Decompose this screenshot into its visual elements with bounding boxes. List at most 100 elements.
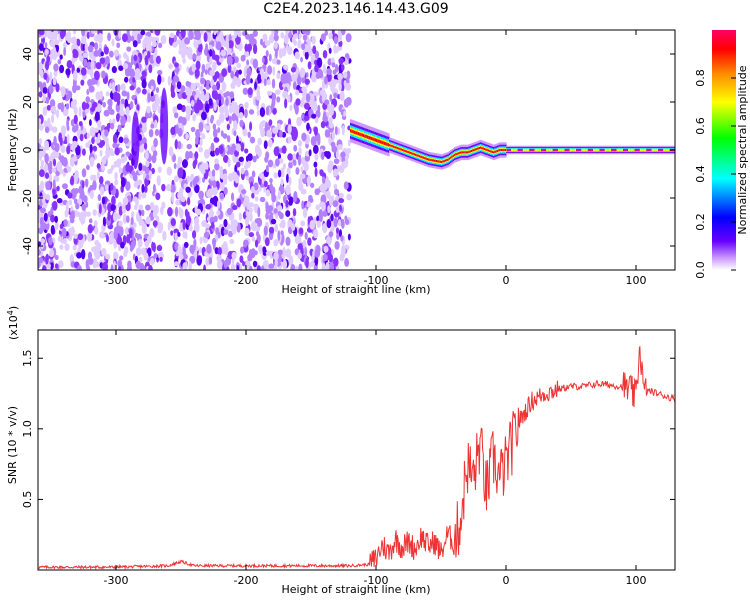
heatmap-cell xyxy=(291,72,296,82)
heatmap-cell xyxy=(84,42,88,53)
heatmap-cell xyxy=(173,228,180,234)
heatmap-cell xyxy=(222,173,228,183)
heatmap-cell xyxy=(343,71,348,79)
heatmap-cell xyxy=(267,205,274,212)
heatmap-cell xyxy=(333,158,340,165)
heatmap-cell xyxy=(301,30,307,34)
heatmap-cell xyxy=(537,149,540,151)
heatmap-cell xyxy=(499,148,502,152)
heatmap-cell xyxy=(78,120,83,127)
heatmap-cell xyxy=(252,43,258,55)
heatmap-cell xyxy=(606,149,608,151)
heatmap-cell xyxy=(301,95,306,102)
heatmap-cell xyxy=(110,122,115,130)
heatmap-cell xyxy=(209,69,216,77)
heatmap-cell xyxy=(259,107,266,117)
heatmap-cell xyxy=(331,131,335,140)
heatmap-cell xyxy=(318,70,323,77)
heatmap-cell xyxy=(145,216,151,225)
heatmap-cell xyxy=(94,127,99,133)
heatmap-cell xyxy=(332,200,339,208)
heatmap-cell xyxy=(218,145,223,151)
heatmap-cell xyxy=(188,261,192,270)
heatmap-cell xyxy=(297,252,303,260)
heatmap-cell xyxy=(288,161,293,169)
heatmap-cell xyxy=(105,148,111,156)
heatmap-cell xyxy=(246,201,251,211)
heatmap-cell xyxy=(280,167,285,178)
heatmap-cell xyxy=(345,96,352,106)
heatmap-cell xyxy=(75,144,81,156)
heatmap-cell xyxy=(329,94,333,102)
heatmap-cell xyxy=(60,125,67,135)
heatmap-cell xyxy=(225,91,231,97)
heatmap-cell xyxy=(85,142,91,148)
heatmap-cell xyxy=(46,263,51,269)
heatmap-cell xyxy=(228,104,233,114)
heatmap-cell xyxy=(256,265,261,270)
heatmap-cell xyxy=(311,254,315,263)
heatmap-cell xyxy=(230,70,235,79)
heatmap-cell xyxy=(320,201,326,212)
heatmap-cell xyxy=(154,129,160,136)
spectrogram-cells xyxy=(38,30,675,270)
heatmap-cell xyxy=(144,167,150,175)
heatmap-cell xyxy=(132,77,136,83)
heatmap-cell xyxy=(57,235,62,242)
heatmap-cell xyxy=(122,197,129,206)
heatmap-cell xyxy=(334,188,340,196)
heatmap-cell xyxy=(321,176,326,184)
heatmap-cell xyxy=(285,248,292,258)
heatmap-cell xyxy=(408,151,411,154)
heatmap-cell xyxy=(263,78,267,87)
heatmap-cell xyxy=(287,153,294,161)
heatmap-cell xyxy=(477,147,480,150)
heatmap-cell xyxy=(425,157,428,160)
heatmap-cell xyxy=(507,149,510,151)
snr-series-line xyxy=(38,346,675,570)
heatmap-cell xyxy=(203,47,208,56)
heatmap-cell xyxy=(302,207,308,218)
heatmap-cell xyxy=(48,160,53,172)
heatmap-cell xyxy=(94,226,99,235)
heatmap-cell xyxy=(174,67,180,73)
heatmap-cell xyxy=(115,113,120,122)
heatmap-cell xyxy=(258,178,262,186)
heatmap-cell xyxy=(526,149,529,151)
heatmap-cell xyxy=(60,101,65,113)
heatmap-cell xyxy=(114,172,118,180)
heatmap-cell xyxy=(104,129,109,137)
heatmap-cell xyxy=(272,66,276,76)
heatmap-cell xyxy=(87,79,93,87)
heatmap-cell xyxy=(275,48,278,59)
heatmap-cell xyxy=(118,30,122,39)
heatmap-cell xyxy=(619,149,621,151)
heatmap-cell xyxy=(612,149,615,151)
heatmap-cell xyxy=(340,235,344,242)
heatmap-cell xyxy=(215,41,222,51)
heatmap-cell xyxy=(339,253,345,262)
heatmap-cell xyxy=(306,175,311,186)
heatmap-cell xyxy=(305,257,309,269)
heatmap-cell xyxy=(439,160,442,163)
heatmap-cell xyxy=(422,156,425,159)
heatmap-cell xyxy=(196,55,202,61)
heatmap-cell xyxy=(118,265,122,270)
heatmap-cell xyxy=(294,104,299,115)
heatmap-cell xyxy=(98,203,102,215)
heatmap-cell xyxy=(150,123,155,129)
heatmap-cell xyxy=(107,210,111,221)
heatmap-cell xyxy=(170,126,176,136)
heatmap-cell xyxy=(417,154,420,157)
heatmap-cell xyxy=(565,149,568,151)
heatmap-cell xyxy=(274,223,279,233)
heatmap-cell xyxy=(286,167,291,176)
snr-scale-exponent: 4 xyxy=(6,310,15,315)
heatmap-cell xyxy=(324,75,328,85)
heatmap-cell xyxy=(75,203,80,210)
heatmap-cell xyxy=(44,172,50,179)
heatmap-cell xyxy=(297,243,303,251)
heatmap-cell xyxy=(72,52,78,59)
heatmap-cell xyxy=(127,260,132,269)
heatmap-cell xyxy=(300,188,307,195)
